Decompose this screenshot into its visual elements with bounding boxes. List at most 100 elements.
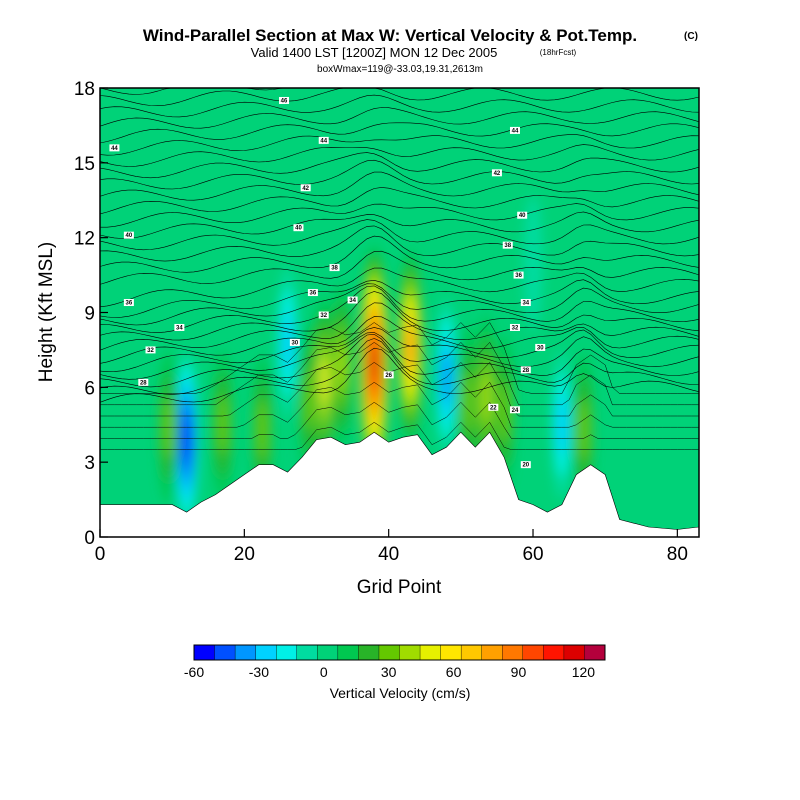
y-tick-label-18: 18 xyxy=(74,79,95,100)
colorbar-swatch-18 xyxy=(563,644,585,661)
colorbar-swatch-10 xyxy=(399,644,421,661)
theta-low-line-4 xyxy=(100,341,699,406)
svg-text:34: 34 xyxy=(522,301,529,307)
theta-label-9: 38 xyxy=(329,264,340,272)
theta-contours xyxy=(100,88,699,450)
colorbar: -60 -30 0 30 60 90 120 xyxy=(184,644,606,680)
theta-line-15 xyxy=(100,219,699,251)
svg-text:36: 36 xyxy=(515,273,522,279)
svg-text:40: 40 xyxy=(126,233,133,239)
svg-text:30: 30 xyxy=(292,340,299,346)
w-cell-2-7 xyxy=(406,328,415,367)
theta-label-15: 34 xyxy=(520,299,531,307)
svg-text:22: 22 xyxy=(490,405,497,411)
w-cell-7-2 xyxy=(256,399,268,460)
theta-label-24: 26 xyxy=(383,371,394,379)
colorbar-swatch-0 xyxy=(193,644,216,661)
theta-line-26 xyxy=(100,94,699,118)
colorbar-swatch-17 xyxy=(543,644,565,661)
colorbar-swatch-3 xyxy=(255,644,277,661)
svg-text:38: 38 xyxy=(504,243,511,249)
colorbar-swatch-1 xyxy=(214,644,236,661)
chart-title-suffix: (C) xyxy=(684,31,698,42)
terrain-mask xyxy=(100,431,699,537)
theta-line-27 xyxy=(100,88,699,107)
y-tick-label-6: 6 xyxy=(84,378,95,399)
colorbar-swatch-15 xyxy=(502,644,524,661)
theta-low-line-5 xyxy=(100,322,699,394)
y-axis-label: Height (Kft MSL) xyxy=(36,242,57,382)
w-cell-0-5 xyxy=(182,418,192,462)
y-tick-label-3: 3 xyxy=(84,453,95,474)
svg-text:46: 46 xyxy=(281,98,288,104)
theta-label-23: 28 xyxy=(138,378,149,386)
svg-text:28: 28 xyxy=(522,368,529,374)
vertical-velocity-field xyxy=(158,195,595,530)
theta-line-2 xyxy=(100,333,699,388)
x-tick-label-60: 60 xyxy=(522,544,543,565)
svg-text:34: 34 xyxy=(176,325,183,331)
theta-label-1: 44 xyxy=(109,144,120,152)
theta-label-3: 44 xyxy=(509,126,520,134)
svg-text:32: 32 xyxy=(320,313,327,319)
svg-text:40: 40 xyxy=(295,226,302,232)
theta-line-3 xyxy=(100,332,699,380)
svg-text:40: 40 xyxy=(519,213,526,219)
colorbar-tick--30: -30 xyxy=(249,664,269,680)
colorbar-swatch-13 xyxy=(460,644,483,661)
svg-text:20: 20 xyxy=(522,463,529,469)
theta-contour-labels: 46 44 44 44 42 42 40 40 40 38 38 36 36 36 34 34 34 32 32 32… xyxy=(109,96,546,469)
theta-label-0: 46 xyxy=(279,96,290,104)
theta-label-7: 40 xyxy=(293,224,304,232)
theta-label-20: 30 xyxy=(289,338,300,346)
theta-label-5: 42 xyxy=(491,169,502,177)
theta-line-8 xyxy=(100,285,699,333)
theta-line-7 xyxy=(100,291,699,341)
theta-label-10: 38 xyxy=(502,241,513,249)
w-cell-11-2 xyxy=(282,311,294,374)
y-tick-label-12: 12 xyxy=(74,229,95,250)
svg-text:44: 44 xyxy=(111,146,118,152)
colorbar-swatch-5 xyxy=(296,644,318,661)
theta-label-8: 40 xyxy=(517,211,528,219)
theta-label-19: 32 xyxy=(145,346,156,354)
plot-area xyxy=(100,88,699,537)
theta-line-18 xyxy=(100,187,699,215)
forecast-hour: (18hrFcst) xyxy=(540,48,577,57)
theta-line-9 xyxy=(100,283,699,326)
w-cell-10-3 xyxy=(481,371,492,424)
y-tick-label-15: 15 xyxy=(74,154,95,175)
theta-label-18: 32 xyxy=(509,323,520,331)
svg-text:32: 32 xyxy=(147,348,154,354)
theta-label-11: 36 xyxy=(307,289,318,297)
w-cell-9-2 xyxy=(462,371,474,434)
theta-label-26: 24 xyxy=(509,406,520,414)
theta-label-13: 36 xyxy=(123,299,134,307)
svg-text:30: 30 xyxy=(537,345,544,351)
svg-text:34: 34 xyxy=(349,298,356,304)
svg-text:36: 36 xyxy=(126,301,133,307)
theta-line-1 xyxy=(100,338,699,395)
theta-label-27: 20 xyxy=(520,461,531,469)
svg-text:24: 24 xyxy=(512,408,519,414)
svg-text:44: 44 xyxy=(512,128,519,134)
theta-low-line-2 xyxy=(100,381,699,428)
svg-text:42: 42 xyxy=(302,186,309,192)
theta-line-16 xyxy=(100,211,699,239)
colorbar-swatch-19 xyxy=(584,644,606,661)
theta-line-14 xyxy=(100,225,699,262)
theta-line-17 xyxy=(100,203,699,228)
theta-low-line-0 xyxy=(100,421,699,450)
w-cell-14-0 xyxy=(523,195,543,331)
theta-label-25: 22 xyxy=(488,403,499,411)
theta-line-20 xyxy=(100,159,699,190)
colorbar-swatch-7 xyxy=(337,644,359,661)
theta-label-2: 44 xyxy=(318,136,329,144)
x-tick-label-40: 40 xyxy=(378,544,399,565)
x-tick-label-20: 20 xyxy=(234,544,255,565)
colorbar-swatch-6 xyxy=(317,644,339,661)
theta-line-11 xyxy=(100,267,699,308)
svg-text:32: 32 xyxy=(512,325,519,331)
svg-text:42: 42 xyxy=(494,171,501,177)
